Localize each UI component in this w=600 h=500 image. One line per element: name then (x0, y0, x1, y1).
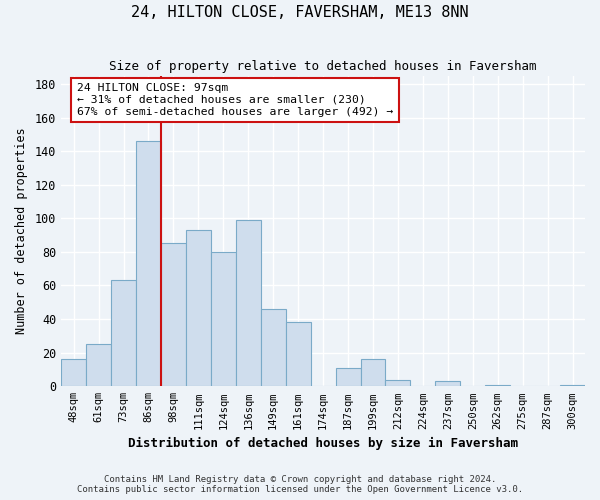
Bar (161, 244, 186, 386)
Bar (111, 280, 136, 386)
Bar (261, 309, 286, 386)
Bar (186, 230, 211, 386)
Bar (86, 344, 111, 386)
Text: 24, HILTON CLOSE, FAVERSHAM, ME13 8NN: 24, HILTON CLOSE, FAVERSHAM, ME13 8NN (131, 5, 469, 20)
Bar (361, 360, 385, 386)
Bar (485, 384, 510, 386)
Bar (236, 220, 261, 386)
Bar (436, 381, 460, 386)
Bar (211, 252, 236, 386)
Title: Size of property relative to detached houses in Faversham: Size of property relative to detached ho… (109, 60, 537, 73)
Text: Contains HM Land Registry data © Crown copyright and database right 2024.
Contai: Contains HM Land Registry data © Crown c… (77, 475, 523, 494)
Bar (61, 360, 86, 386)
Bar (560, 384, 585, 386)
Bar (335, 368, 361, 386)
Y-axis label: Number of detached properties: Number of detached properties (15, 128, 28, 334)
Bar (136, 141, 161, 386)
Bar (385, 380, 410, 386)
X-axis label: Distribution of detached houses by size in Faversham: Distribution of detached houses by size … (128, 437, 518, 450)
Bar (286, 322, 311, 386)
Text: 24 HILTON CLOSE: 97sqm
← 31% of detached houses are smaller (230)
67% of semi-de: 24 HILTON CLOSE: 97sqm ← 31% of detached… (77, 84, 393, 116)
